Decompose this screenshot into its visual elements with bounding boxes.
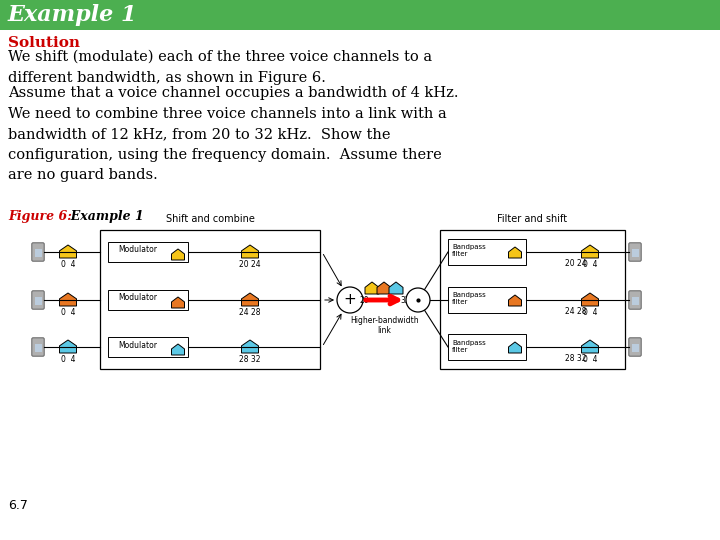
FancyBboxPatch shape xyxy=(631,344,639,352)
Polygon shape xyxy=(241,340,258,353)
Text: Filter and shift: Filter and shift xyxy=(498,214,567,224)
Text: Modulator: Modulator xyxy=(119,294,158,302)
Polygon shape xyxy=(171,249,184,260)
Polygon shape xyxy=(508,247,521,258)
Text: 20 24: 20 24 xyxy=(564,259,586,268)
Text: 0  4: 0 4 xyxy=(582,260,598,269)
Polygon shape xyxy=(60,340,76,353)
FancyBboxPatch shape xyxy=(35,297,42,305)
FancyBboxPatch shape xyxy=(631,297,639,305)
FancyBboxPatch shape xyxy=(448,287,526,313)
Text: Shift and combine: Shift and combine xyxy=(166,214,254,224)
Text: 32: 32 xyxy=(400,296,410,305)
FancyBboxPatch shape xyxy=(629,291,642,309)
Polygon shape xyxy=(171,344,184,355)
Text: 6.7: 6.7 xyxy=(8,499,28,512)
Polygon shape xyxy=(389,282,403,294)
Text: 20 24: 20 24 xyxy=(239,260,261,269)
Circle shape xyxy=(406,288,430,312)
Text: Example 1: Example 1 xyxy=(62,210,144,223)
Text: Assume that a voice channel occupies a bandwidth of 4 kHz.
We need to combine th: Assume that a voice channel occupies a b… xyxy=(8,86,459,183)
Text: 0  4: 0 4 xyxy=(60,308,76,317)
Text: 20: 20 xyxy=(359,296,369,305)
Text: 0  4: 0 4 xyxy=(582,308,598,317)
FancyBboxPatch shape xyxy=(108,337,188,357)
Text: Solution: Solution xyxy=(8,36,80,50)
FancyBboxPatch shape xyxy=(448,334,526,360)
Text: 28 32: 28 32 xyxy=(564,354,586,363)
Text: Figure 6:: Figure 6: xyxy=(8,210,72,223)
FancyBboxPatch shape xyxy=(631,249,639,257)
Text: Bandpass
filter: Bandpass filter xyxy=(452,340,486,353)
Text: 0  4: 0 4 xyxy=(60,355,76,364)
FancyBboxPatch shape xyxy=(35,344,42,352)
Text: 28 32: 28 32 xyxy=(239,355,261,364)
Polygon shape xyxy=(582,245,598,258)
Text: 0  4: 0 4 xyxy=(60,260,76,269)
FancyBboxPatch shape xyxy=(448,239,526,265)
Polygon shape xyxy=(582,293,598,306)
Polygon shape xyxy=(60,245,76,258)
Polygon shape xyxy=(377,282,391,294)
FancyBboxPatch shape xyxy=(32,243,44,261)
Text: 24 28: 24 28 xyxy=(239,308,261,317)
Polygon shape xyxy=(365,282,379,294)
FancyBboxPatch shape xyxy=(629,338,642,356)
Polygon shape xyxy=(241,293,258,306)
Text: We shift (modulate) each of the three voice channels to a
different bandwidth, a: We shift (modulate) each of the three vo… xyxy=(8,50,432,85)
FancyBboxPatch shape xyxy=(32,338,44,356)
FancyBboxPatch shape xyxy=(108,290,188,310)
Text: Bandpass
filter: Bandpass filter xyxy=(452,245,486,258)
Polygon shape xyxy=(60,293,76,306)
Polygon shape xyxy=(171,297,184,308)
Text: Bandpass
filter: Bandpass filter xyxy=(452,293,486,306)
FancyBboxPatch shape xyxy=(35,249,42,257)
FancyBboxPatch shape xyxy=(440,230,625,369)
Polygon shape xyxy=(508,342,521,353)
Circle shape xyxy=(337,287,363,313)
FancyBboxPatch shape xyxy=(32,291,44,309)
Text: Modulator: Modulator xyxy=(119,246,158,254)
FancyBboxPatch shape xyxy=(108,242,188,262)
FancyBboxPatch shape xyxy=(100,230,320,369)
Text: Example 1: Example 1 xyxy=(8,4,138,26)
Text: Modulator: Modulator xyxy=(119,341,158,349)
FancyBboxPatch shape xyxy=(0,0,720,30)
Text: 24 28: 24 28 xyxy=(564,307,586,316)
Polygon shape xyxy=(582,340,598,353)
Polygon shape xyxy=(508,295,521,306)
Text: 0  4: 0 4 xyxy=(582,355,598,364)
FancyBboxPatch shape xyxy=(629,243,642,261)
Text: Higher-bandwidth
link: Higher-bandwidth link xyxy=(350,316,419,335)
Polygon shape xyxy=(241,245,258,258)
Text: +: + xyxy=(343,293,356,307)
